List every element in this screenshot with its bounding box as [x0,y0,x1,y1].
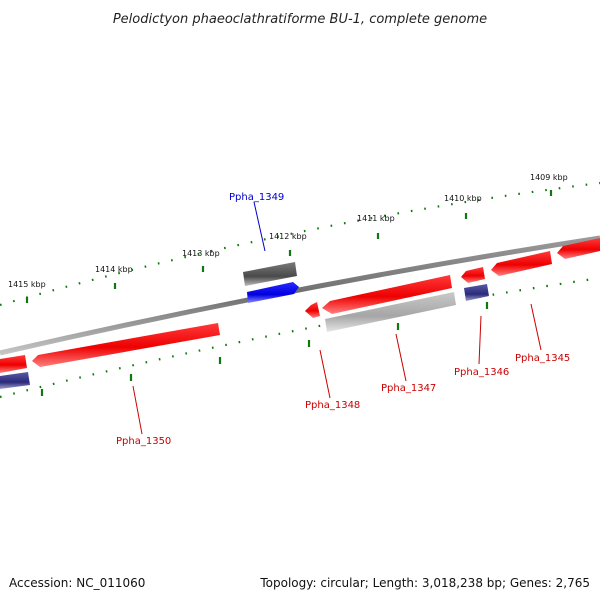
leader-lines [132,201,542,435]
leader-ppha-1345 [530,303,542,351]
leader-ppha-1347 [395,333,407,382]
gene-ppha-1349[interactable] [247,282,299,303]
label-ppha-1350[interactable]: Ppha_1350 [116,436,171,447]
inner-ruler [0,276,600,399]
gene-right-partial[interactable] [557,238,600,259]
map-title: Pelodictyon phaeoclathratiforme BU-1, co… [113,12,487,27]
gene-ppha-1345[interactable] [491,251,552,276]
leader-ppha-1349 [253,201,266,252]
ruler-label-1409: 1409 kbp [530,173,568,182]
gene-labels: Ppha_1349 Ppha_1350 Ppha_1348 Ppha_1347 … [116,192,570,447]
label-ppha-1349[interactable]: Ppha_1349 [229,192,284,203]
leader-ppha-1350 [132,385,143,435]
genome-backbone [0,235,600,356]
gene-small-red[interactable] [461,267,485,283]
ruler-label-1412: 1412 kbp [269,232,307,241]
label-ppha-1347[interactable]: Ppha_1347 [381,383,436,394]
gene-left-partial[interactable] [0,355,27,373]
ruler-label-1415: 1415 kbp [8,280,46,289]
ruler-label-1411: 1411 kbp [357,214,395,223]
gene-ppha-1346[interactable] [464,284,489,301]
gene-ppha-1350[interactable] [32,323,220,367]
label-ppha-1346[interactable]: Ppha_1346 [454,367,509,378]
topology-summary: Topology: circular; Length: 3,018,238 bp… [259,576,590,590]
ruler-label-1413: 1413 kbp [182,249,220,258]
leader-ppha-1348 [319,349,331,399]
ruler-label-1410: 1410 kbp [444,194,482,203]
gene-pseudo-light[interactable] [325,292,456,332]
ruler-label-1414: 1414 kbp [95,265,133,274]
gene-ppha-1347[interactable] [322,275,452,314]
label-ppha-1348[interactable]: Ppha_1348 [305,400,360,411]
gene-ppha-1348[interactable] [305,302,320,318]
label-ppha-1345[interactable]: Ppha_1345 [515,353,570,364]
accession-text: Accession: NC_011060 [9,576,145,590]
ruler-labels: 1415 kbp 1414 kbp 1413 kbp 1412 kbp 1411… [8,173,568,289]
gene-left-rna[interactable] [0,372,30,389]
outer-ruler [0,181,600,307]
genes [0,238,600,389]
gene-pseudo-dark[interactable] [243,262,297,286]
leader-ppha-1346 [478,315,482,365]
